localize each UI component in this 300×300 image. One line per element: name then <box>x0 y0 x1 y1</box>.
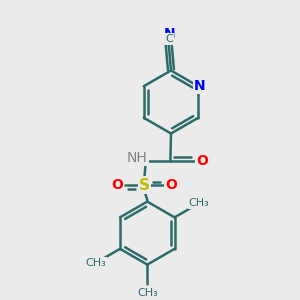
Text: NH: NH <box>127 151 148 164</box>
Text: C: C <box>165 34 173 44</box>
Text: O: O <box>196 154 208 167</box>
Text: CH₃: CH₃ <box>85 258 106 268</box>
Text: N: N <box>194 79 206 93</box>
Text: CH₃: CH₃ <box>137 287 158 298</box>
Text: O: O <box>165 178 177 192</box>
Text: O: O <box>111 178 123 192</box>
Text: N: N <box>164 27 176 41</box>
Text: S: S <box>139 178 150 193</box>
Text: CH₃: CH₃ <box>188 198 209 208</box>
